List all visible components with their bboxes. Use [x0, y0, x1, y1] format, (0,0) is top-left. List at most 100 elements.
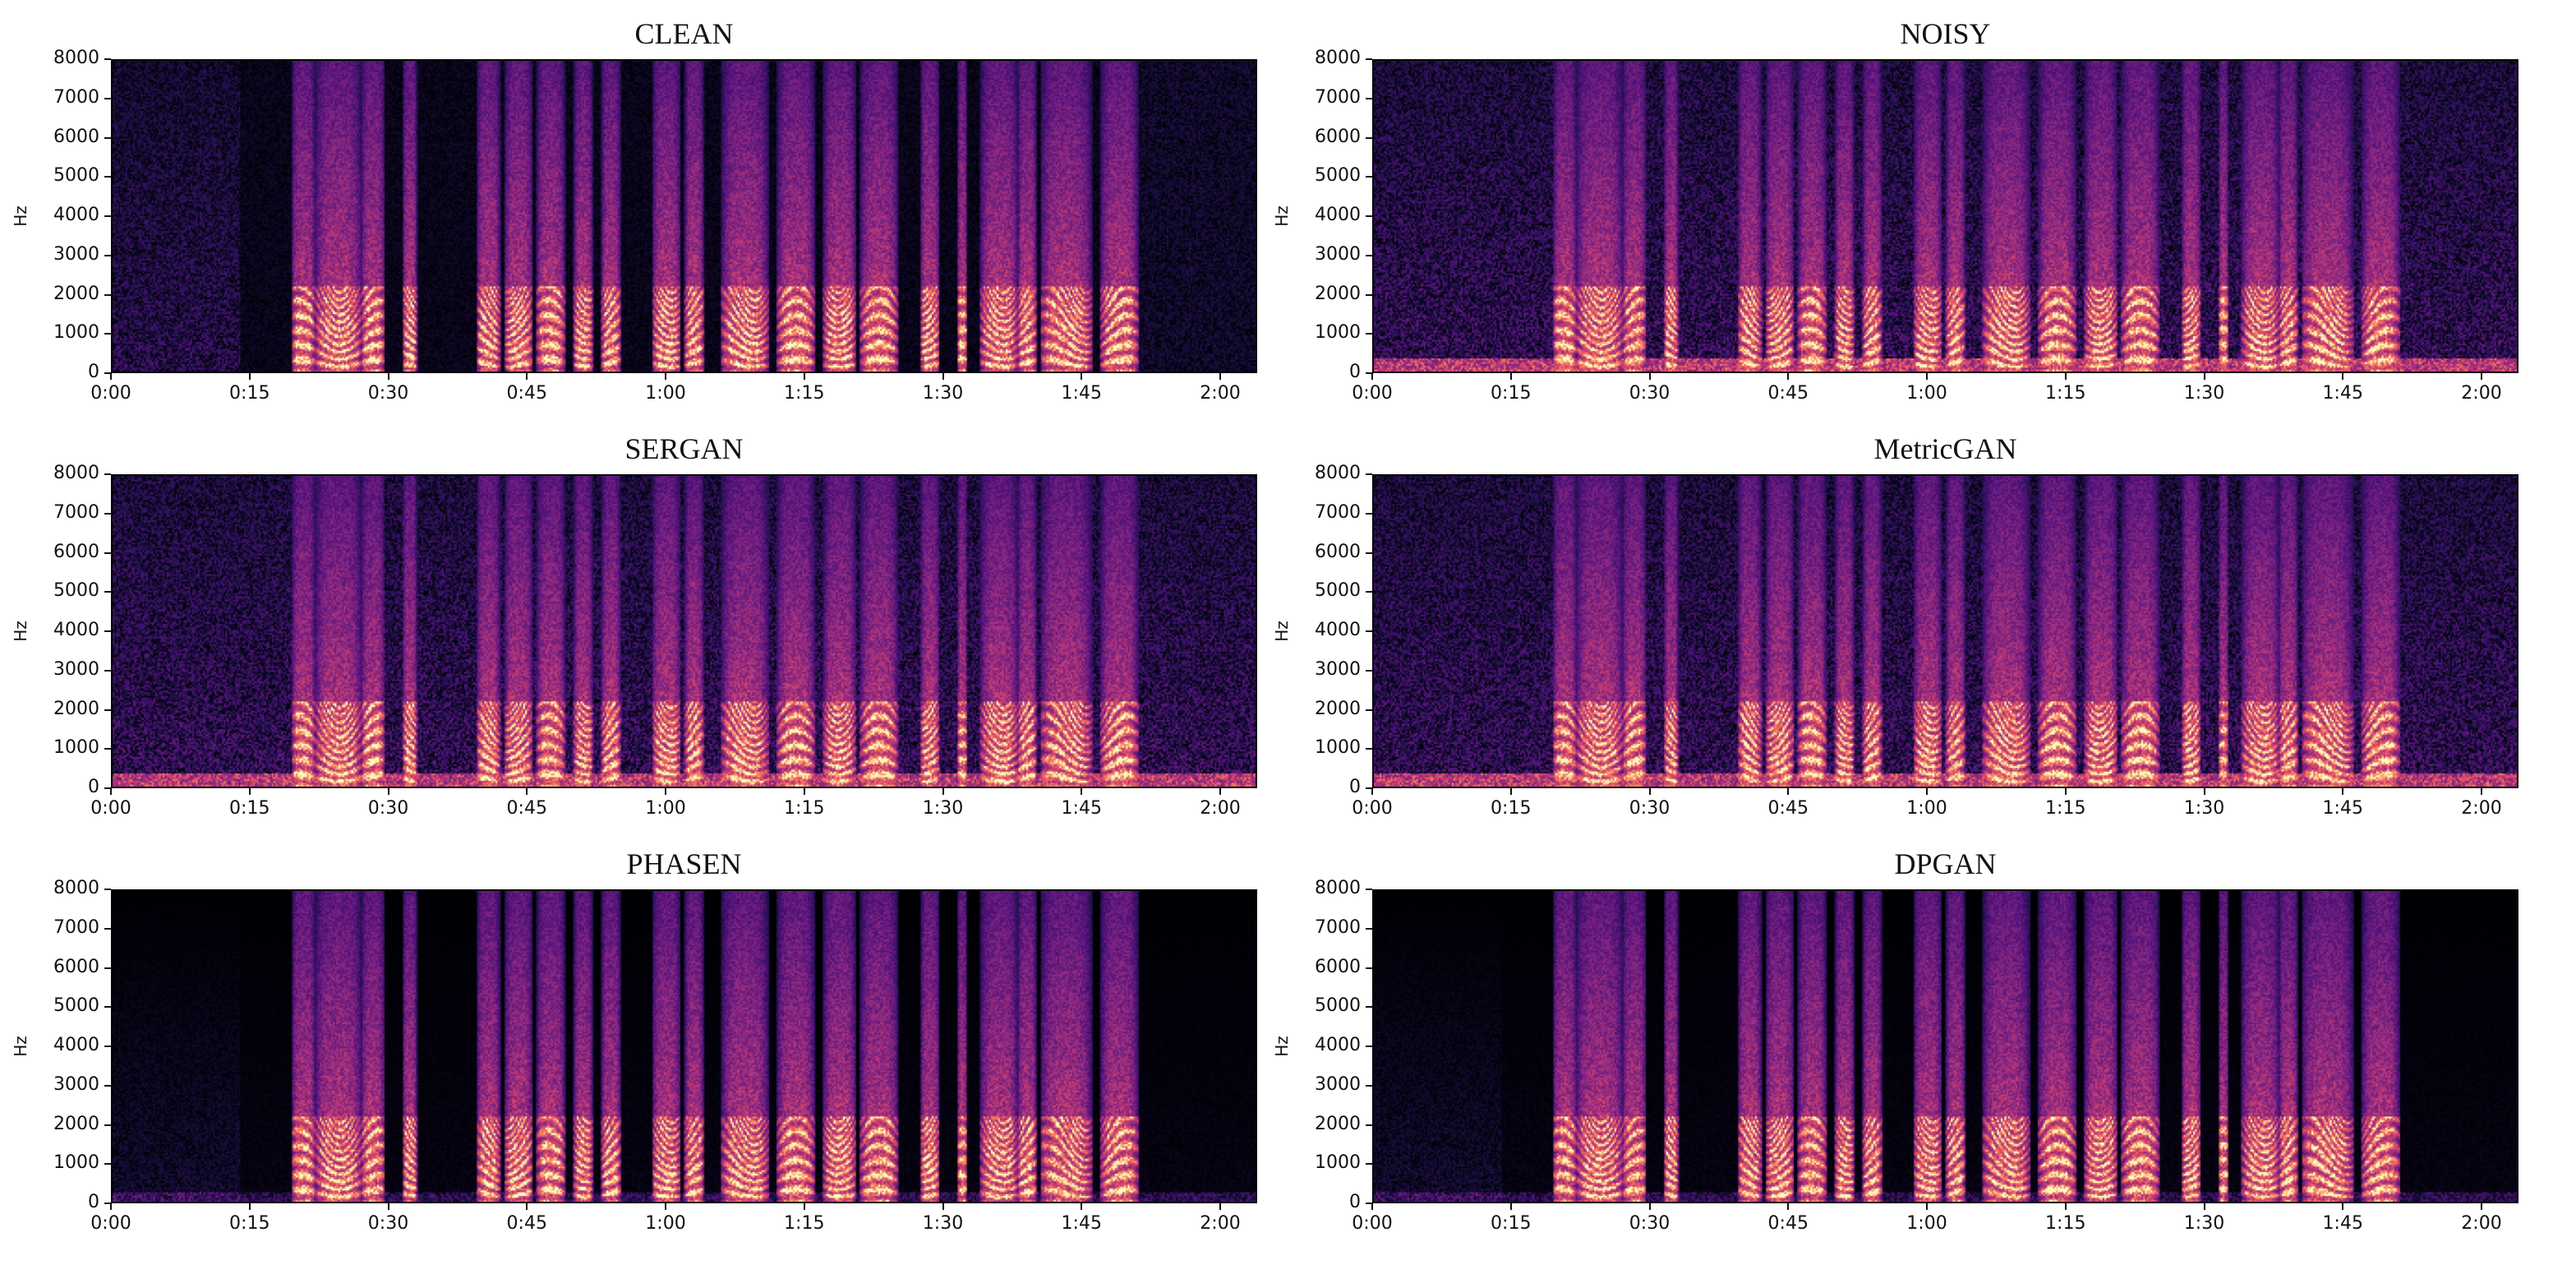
x-tick-mark	[248, 373, 251, 380]
y-tick-mark	[1366, 787, 1372, 789]
y-tick-label: 4000	[53, 620, 99, 640]
y-tick-mark	[104, 927, 111, 930]
y-tick-label: 5000	[1315, 995, 1361, 1017]
y-tick-mark	[1366, 1046, 1372, 1047]
x-tick-mark	[942, 788, 944, 795]
x-tick-label: 1:45	[1061, 798, 1102, 819]
x-tick-label: 0:45	[506, 383, 547, 404]
y-tick-mark	[104, 967, 111, 969]
x-tick-mark	[803, 788, 805, 795]
y-tick-mark	[1366, 591, 1372, 593]
y-tick-mark	[1366, 967, 1372, 969]
x-tick-mark	[1509, 373, 1512, 380]
x-tick-label: 1:45	[1061, 1213, 1102, 1234]
x-tick-mark	[2342, 373, 2344, 380]
x-tick-mark	[387, 788, 389, 795]
x-tick-label: 2:00	[2461, 1213, 2502, 1234]
y-tick-label: 2000	[53, 698, 99, 719]
panel-title: MetricGAN	[1873, 432, 2017, 465]
x-tick-label: 1:15	[784, 798, 825, 819]
x-tick-label: 1:45	[2322, 383, 2363, 404]
x-tick-mark	[1219, 1203, 1221, 1210]
x-tick-label: 1:30	[2183, 798, 2225, 819]
y-tick-mark	[1366, 333, 1372, 335]
y-axis-label: Hz	[1272, 1036, 1292, 1057]
panel-title: PHASEN	[626, 847, 742, 880]
y-tick-label: 6000	[53, 956, 99, 977]
y-tick-mark	[1366, 1163, 1372, 1166]
x-tick-mark	[526, 1203, 528, 1210]
y-tick-label: 5000	[53, 995, 99, 1017]
y-tick-mark	[1366, 473, 1372, 475]
x-tick-mark	[665, 373, 666, 380]
y-tick-mark	[104, 889, 111, 890]
y-tick-mark	[104, 669, 111, 672]
y-tick-label: 7000	[53, 916, 99, 938]
y-tick-label: 6000	[53, 541, 99, 562]
x-tick-label: 0:30	[367, 798, 409, 819]
x-tick-label: 0:30	[1629, 798, 1670, 819]
spectrogram-panel-dpgan: DPGAN 0 1000 2000 3000 4000 5000 6000 7000 8000 Hz…	[1272, 847, 2518, 1234]
y-tick-label: 5000	[1315, 165, 1361, 187]
x-tick-mark	[2203, 373, 2205, 380]
x-tick-label: 0:45	[1767, 798, 1809, 819]
y-tick-label: 0	[1349, 1192, 1361, 1212]
x-tick-mark	[942, 373, 944, 380]
x-tick-mark	[1648, 1203, 1651, 1210]
y-tick-mark	[104, 1202, 111, 1204]
x-tick-mark	[2203, 1203, 2205, 1210]
x-tick-label: 1:00	[1906, 383, 1947, 404]
y-tick-mark	[1366, 1202, 1372, 1204]
y-tick-label: 4000	[53, 1035, 99, 1055]
y-tick-mark	[1366, 1084, 1372, 1087]
x-tick-mark	[1371, 788, 1373, 795]
y-tick-label: 0	[1349, 362, 1361, 382]
x-tick-label: 0:45	[506, 1213, 547, 1234]
x-tick-mark	[2064, 373, 2067, 380]
y-tick-mark	[104, 254, 111, 256]
y-tick-mark	[1366, 97, 1372, 99]
panel-title: CLEAN	[634, 17, 734, 50]
x-tick-label: 0:45	[1767, 1213, 1809, 1234]
y-tick-label: 1000	[53, 737, 99, 759]
y-tick-label: 2000	[1315, 698, 1361, 719]
x-tick-label: 0:00	[90, 383, 131, 404]
y-tick-label: 6000	[1315, 541, 1361, 562]
x-tick-mark	[1509, 1203, 1512, 1210]
y-tick-mark	[104, 215, 111, 217]
y-tick-mark	[104, 1006, 111, 1009]
y-tick-label: 8000	[53, 48, 99, 68]
x-tick-mark	[387, 373, 389, 380]
y-tick-mark	[1366, 1006, 1372, 1009]
x-tick-mark	[803, 373, 805, 380]
y-tick-label: 0	[1349, 777, 1361, 797]
panel-title: DPGAN	[1894, 847, 1997, 880]
x-tick-label: 0:15	[1491, 383, 1532, 404]
x-tick-label: 1:30	[2183, 1213, 2225, 1234]
y-tick-label: 5000	[53, 580, 99, 602]
x-tick-mark	[2481, 1203, 2482, 1210]
y-tick-mark	[1366, 215, 1372, 217]
x-tick-mark	[942, 1203, 944, 1210]
spectrogram-panel-noisy: NOISY 0 1000 2000 3000 4000 5000 6000 7000 8000 Hz…	[1272, 17, 2518, 404]
y-tick-mark	[1366, 552, 1372, 554]
plot-frame	[1372, 59, 2518, 373]
x-tick-label: 1:15	[784, 1213, 825, 1234]
x-tick-label: 0:30	[1629, 1213, 1670, 1234]
y-tick-mark	[104, 372, 111, 374]
y-tick-label: 3000	[1315, 1073, 1361, 1095]
x-tick-label: 0:15	[229, 798, 270, 819]
x-tick-mark	[2064, 788, 2067, 795]
y-tick-mark	[104, 473, 111, 475]
spectrogram-panel-metricgan: MetricGAN 0 1000 2000 3000 4000 5000 6000 7000 80…	[1272, 432, 2518, 819]
x-tick-mark	[1787, 1203, 1790, 1210]
x-tick-mark	[665, 788, 666, 795]
panel-title: SERGAN	[624, 432, 744, 465]
x-tick-mark	[2481, 373, 2482, 380]
y-tick-mark	[1366, 709, 1372, 711]
spectrogram-panel-sergan: SERGAN 0 1000 2000 3000 4000 5000 6000 7000 8000 H…	[11, 432, 1257, 819]
x-tick-mark	[2342, 788, 2344, 795]
y-tick-mark	[1366, 293, 1372, 296]
x-tick-label: 1:45	[2322, 798, 2363, 819]
y-tick-mark	[104, 97, 111, 99]
